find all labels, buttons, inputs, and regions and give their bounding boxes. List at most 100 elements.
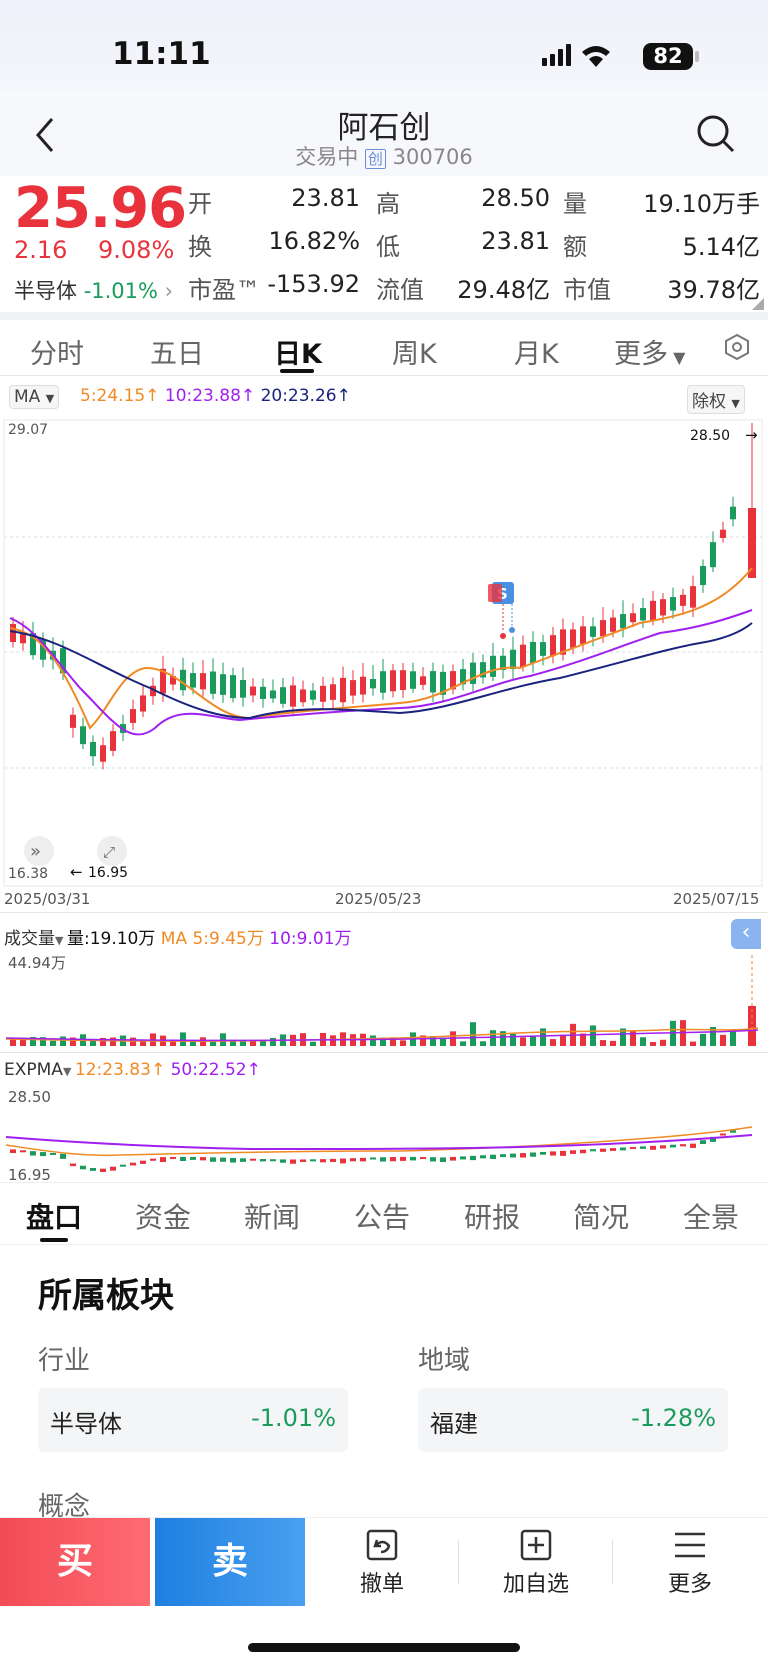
subtab-profile[interactable]: 简况 xyxy=(573,1201,630,1234)
volume-bar xyxy=(170,1039,176,1046)
volume-chart xyxy=(5,955,759,1046)
signal-badge-red xyxy=(488,584,502,602)
expma-chart xyxy=(5,1126,753,1172)
expma-candle xyxy=(200,1157,206,1161)
kline-chart[interactable]: 29.07 16.38 28.50 → ← 16.95 S » ⤢ xyxy=(0,418,768,912)
expand-corner-icon[interactable] xyxy=(752,298,764,310)
expma-candle xyxy=(570,1150,576,1154)
volume-bar xyxy=(370,1035,376,1046)
price-change: 2.16 xyxy=(14,236,68,264)
subtab-news[interactable]: 新闻 xyxy=(244,1201,301,1234)
expma50-value: 50:22.52 xyxy=(170,1060,247,1080)
expma-candle xyxy=(230,1157,236,1163)
caret-down-icon: ▼ xyxy=(62,1065,75,1078)
volume-bar xyxy=(490,1030,496,1046)
up-arrow-icon: ↑ xyxy=(150,1060,171,1080)
ma20-line xyxy=(9,622,753,720)
subtab-order-book[interactable]: 盘口 xyxy=(26,1201,83,1234)
subtab-underline xyxy=(40,1238,68,1242)
buy-button[interactable]: 买 xyxy=(0,1518,150,1606)
more-button[interactable]: 更多 xyxy=(626,1528,754,1608)
expma-candle xyxy=(110,1166,116,1171)
candle-body xyxy=(610,617,616,632)
volume-bar xyxy=(620,1028,626,1046)
expma-candle xyxy=(520,1153,526,1158)
caret-down-icon: ▼ xyxy=(731,397,740,410)
expma-candle xyxy=(670,1144,676,1148)
expma-candle xyxy=(410,1156,416,1161)
volume-bar xyxy=(460,1041,466,1046)
divider xyxy=(0,912,768,913)
candle-body xyxy=(330,684,336,700)
adjust-selector[interactable]: 除权 ▼ xyxy=(687,385,745,414)
ma-label: MA xyxy=(14,387,41,407)
back-arrow-icon[interactable] xyxy=(30,115,60,155)
price-change-pct: 9.08% xyxy=(98,236,175,264)
volume-bar xyxy=(10,1037,16,1046)
sector-link[interactable]: 半导体 -1.01% › xyxy=(14,275,173,305)
up-arrow-icon: ↑ xyxy=(240,386,261,406)
settings-hex-icon[interactable] xyxy=(722,332,752,362)
expma-candle xyxy=(210,1157,216,1162)
date-end: 2025/07/15 xyxy=(673,890,760,908)
expma-candle xyxy=(560,1150,566,1156)
expma-candle xyxy=(280,1159,286,1163)
expma-candle xyxy=(440,1157,446,1163)
expma-label[interactable]: EXPMA xyxy=(4,1060,63,1080)
candle-body xyxy=(630,613,636,623)
candle-body xyxy=(700,565,706,586)
market-cap-label: 市值 xyxy=(563,276,611,304)
expma-candle xyxy=(60,1153,66,1159)
volume-bar xyxy=(550,1039,556,1046)
ma10-line xyxy=(9,609,753,736)
expma12-value: 12:23.83 xyxy=(74,1060,151,1080)
expma-candle xyxy=(660,1145,666,1149)
expma-candle xyxy=(90,1167,96,1171)
add-watchlist-button[interactable]: 加自选 xyxy=(472,1528,600,1608)
sell-button[interactable]: 卖 xyxy=(155,1518,305,1606)
expma-candle xyxy=(510,1153,516,1158)
tab-intraday[interactable]: 分时 xyxy=(30,339,84,370)
subtab-announcements[interactable]: 公告 xyxy=(354,1201,411,1234)
volume-bar xyxy=(500,1031,506,1046)
panel-toggle-button[interactable]: ‹ xyxy=(731,919,761,949)
expma-candle xyxy=(460,1156,466,1160)
search-icon[interactable] xyxy=(694,112,738,156)
divider xyxy=(0,375,768,376)
industry-label: 行业 xyxy=(38,1346,91,1376)
volume-bar xyxy=(30,1037,36,1046)
cancel-order-button[interactable]: 撤单 xyxy=(318,1528,446,1608)
ma5-line xyxy=(9,567,753,730)
volume-bar xyxy=(700,1033,706,1046)
candle-body xyxy=(130,709,136,723)
expma-candle xyxy=(630,1146,636,1149)
clock: 11:11 xyxy=(112,36,211,72)
volume-bar xyxy=(110,1037,116,1046)
expma-candle xyxy=(430,1157,436,1162)
subtab-research[interactable]: 研报 xyxy=(464,1201,521,1234)
expma-candle xyxy=(240,1158,246,1162)
region-card[interactable]: 福建 -1.28% xyxy=(418,1388,728,1452)
volume-bar xyxy=(20,1037,26,1046)
volume-indicator-label[interactable]: 成交量 xyxy=(4,929,55,949)
volume-bar xyxy=(210,1041,216,1046)
tab-more[interactable]: 更多 ▼ xyxy=(614,332,685,371)
expma-candle xyxy=(370,1157,376,1160)
ma-selector[interactable]: MA ▼ xyxy=(9,385,60,409)
expma-candle xyxy=(350,1158,356,1162)
volume-bar xyxy=(420,1035,426,1046)
tab-daily-k[interactable]: 日K xyxy=(274,339,322,370)
expma50-line xyxy=(5,1134,753,1151)
tab-monthly-k[interactable]: 月K xyxy=(514,339,559,370)
tab-five-day[interactable]: 五日 xyxy=(150,339,204,370)
subtab-funds[interactable]: 资金 xyxy=(135,1201,192,1234)
subtab-overview[interactable]: 全景 xyxy=(683,1201,740,1234)
tab-weekly-k[interactable]: 周K xyxy=(392,339,437,370)
candle-body xyxy=(670,597,676,611)
expma-candle xyxy=(450,1156,456,1161)
chevron-right-icon: › xyxy=(164,279,174,303)
caret-down-icon: ▼ xyxy=(668,348,686,367)
cancel-order-label: 撤单 xyxy=(359,1572,404,1597)
industry-card[interactable]: 半导体 -1.01% xyxy=(38,1388,348,1452)
volume-bar xyxy=(650,1041,656,1046)
